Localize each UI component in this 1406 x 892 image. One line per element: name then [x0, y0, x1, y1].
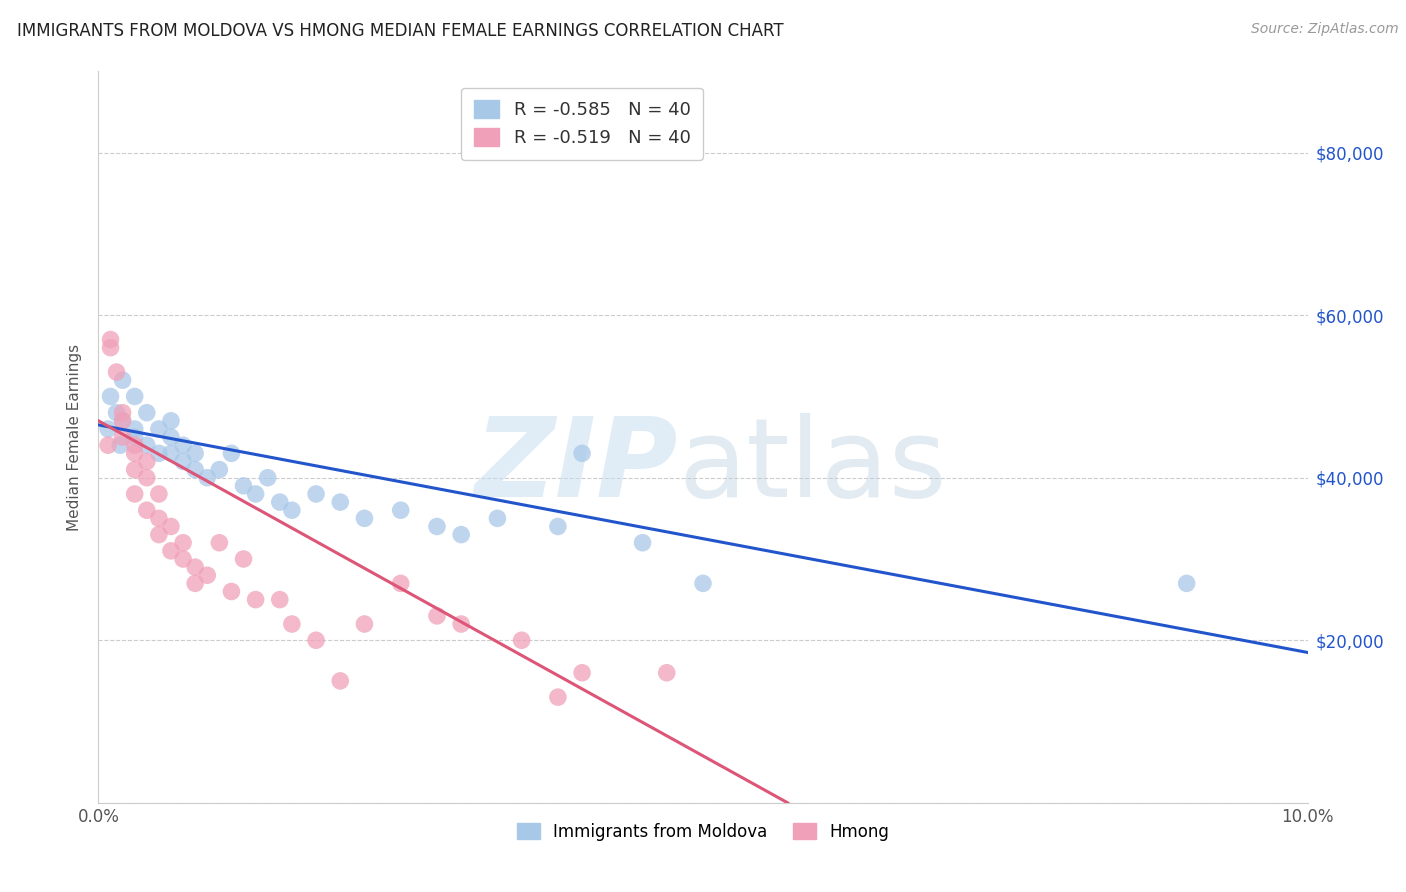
Point: [571, 665, 593, 680]
Point: [148, 511, 170, 525]
Point: [124, 487, 146, 501]
Point: [148, 446, 170, 460]
Point: [108, 438, 131, 452]
Point: [172, 535, 194, 549]
Point: [221, 446, 243, 460]
Point: [256, 471, 278, 485]
Point: [329, 495, 352, 509]
Point: [426, 608, 449, 623]
Point: [124, 438, 146, 452]
Point: [148, 422, 170, 436]
Point: [426, 519, 449, 533]
Point: [389, 576, 412, 591]
Point: [269, 592, 291, 607]
Point: [160, 414, 183, 428]
Point: [208, 462, 231, 476]
Point: [305, 633, 328, 648]
Point: [172, 454, 194, 468]
Point: [281, 503, 304, 517]
Point: [135, 438, 157, 452]
Point: [160, 519, 183, 533]
Point: [97, 438, 120, 452]
Point: [571, 446, 593, 460]
Point: [124, 430, 146, 444]
Point: [305, 487, 328, 501]
Point: [97, 422, 120, 436]
Legend: Immigrants from Moldova, Hmong: Immigrants from Moldova, Hmong: [509, 814, 897, 849]
Point: [221, 584, 243, 599]
Point: [547, 690, 569, 705]
Point: [111, 414, 134, 428]
Point: [124, 389, 146, 403]
Point: [450, 527, 472, 541]
Point: [160, 446, 183, 460]
Point: [450, 617, 472, 632]
Point: [245, 592, 267, 607]
Point: [100, 341, 122, 355]
Point: [105, 406, 128, 420]
Text: IMMIGRANTS FROM MOLDOVA VS HMONG MEDIAN FEMALE EARNINGS CORRELATION CHART: IMMIGRANTS FROM MOLDOVA VS HMONG MEDIAN …: [17, 22, 783, 40]
Point: [232, 552, 254, 566]
Point: [208, 535, 231, 549]
Point: [124, 462, 146, 476]
Point: [232, 479, 254, 493]
Point: [245, 487, 267, 501]
Point: [100, 389, 122, 403]
Point: [135, 454, 157, 468]
Point: [486, 511, 509, 525]
Point: [135, 406, 157, 420]
Point: [1175, 576, 1198, 591]
Point: [631, 535, 654, 549]
Point: [692, 576, 714, 591]
Point: [195, 568, 218, 582]
Point: [124, 446, 146, 460]
Point: [160, 544, 183, 558]
Point: [100, 333, 122, 347]
Point: [184, 560, 207, 574]
Point: [389, 503, 412, 517]
Text: Source: ZipAtlas.com: Source: ZipAtlas.com: [1251, 22, 1399, 37]
Point: [269, 495, 291, 509]
Point: [655, 665, 678, 680]
Point: [195, 471, 218, 485]
Point: [184, 576, 207, 591]
Point: [124, 422, 146, 436]
Text: atlas: atlas: [679, 413, 948, 520]
Point: [353, 511, 375, 525]
Point: [148, 487, 170, 501]
Point: [111, 414, 134, 428]
Point: [329, 673, 352, 688]
Point: [135, 471, 157, 485]
Point: [135, 503, 157, 517]
Point: [111, 373, 134, 387]
Point: [160, 430, 183, 444]
Point: [353, 617, 375, 632]
Text: ZIP: ZIP: [475, 413, 679, 520]
Point: [172, 552, 194, 566]
Point: [547, 519, 569, 533]
Point: [184, 446, 207, 460]
Point: [281, 617, 304, 632]
Point: [111, 430, 134, 444]
Point: [184, 462, 207, 476]
Point: [148, 527, 170, 541]
Y-axis label: Median Female Earnings: Median Female Earnings: [67, 343, 83, 531]
Point: [172, 438, 194, 452]
Point: [510, 633, 533, 648]
Point: [111, 406, 134, 420]
Point: [105, 365, 128, 379]
